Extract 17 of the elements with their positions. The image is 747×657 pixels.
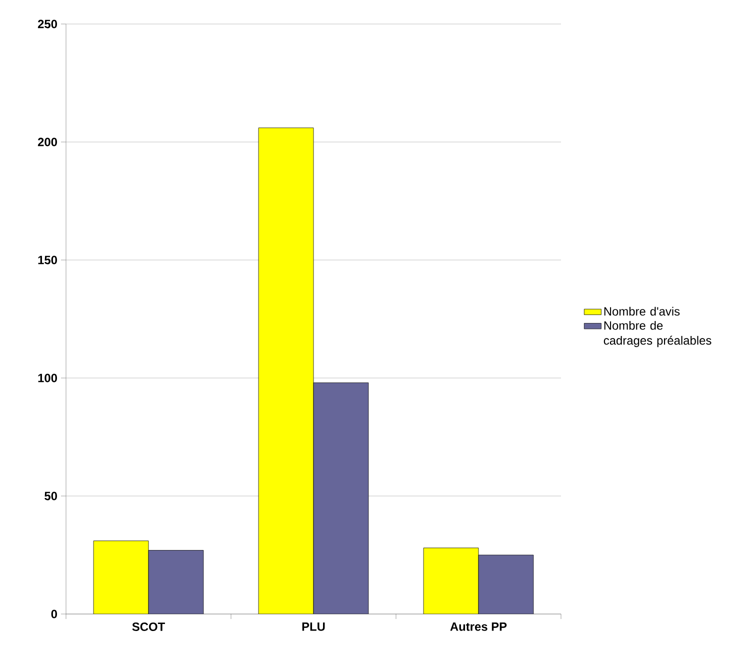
bar <box>93 540 149 614</box>
bar <box>478 554 534 614</box>
bar <box>258 128 314 614</box>
bar <box>148 550 204 614</box>
bar <box>313 382 369 614</box>
legend-label: Nombre d'avis <box>604 306 680 316</box>
y-tick-label: 0 <box>51 610 57 618</box>
y-tick-label: 200 <box>38 138 57 146</box>
y-tick-label: 50 <box>44 492 57 500</box>
x-tick-label: Autres PP <box>450 622 507 631</box>
y-tick-label: 100 <box>38 374 57 382</box>
legend-label: Nombre de cadrages préalables <box>604 320 712 348</box>
y-tick-label: 250 <box>38 20 57 28</box>
bar <box>423 548 479 614</box>
y-tick-label: 150 <box>38 256 57 264</box>
x-tick-label: PLU <box>302 622 325 631</box>
x-tick-label: SCOT <box>132 622 165 631</box>
